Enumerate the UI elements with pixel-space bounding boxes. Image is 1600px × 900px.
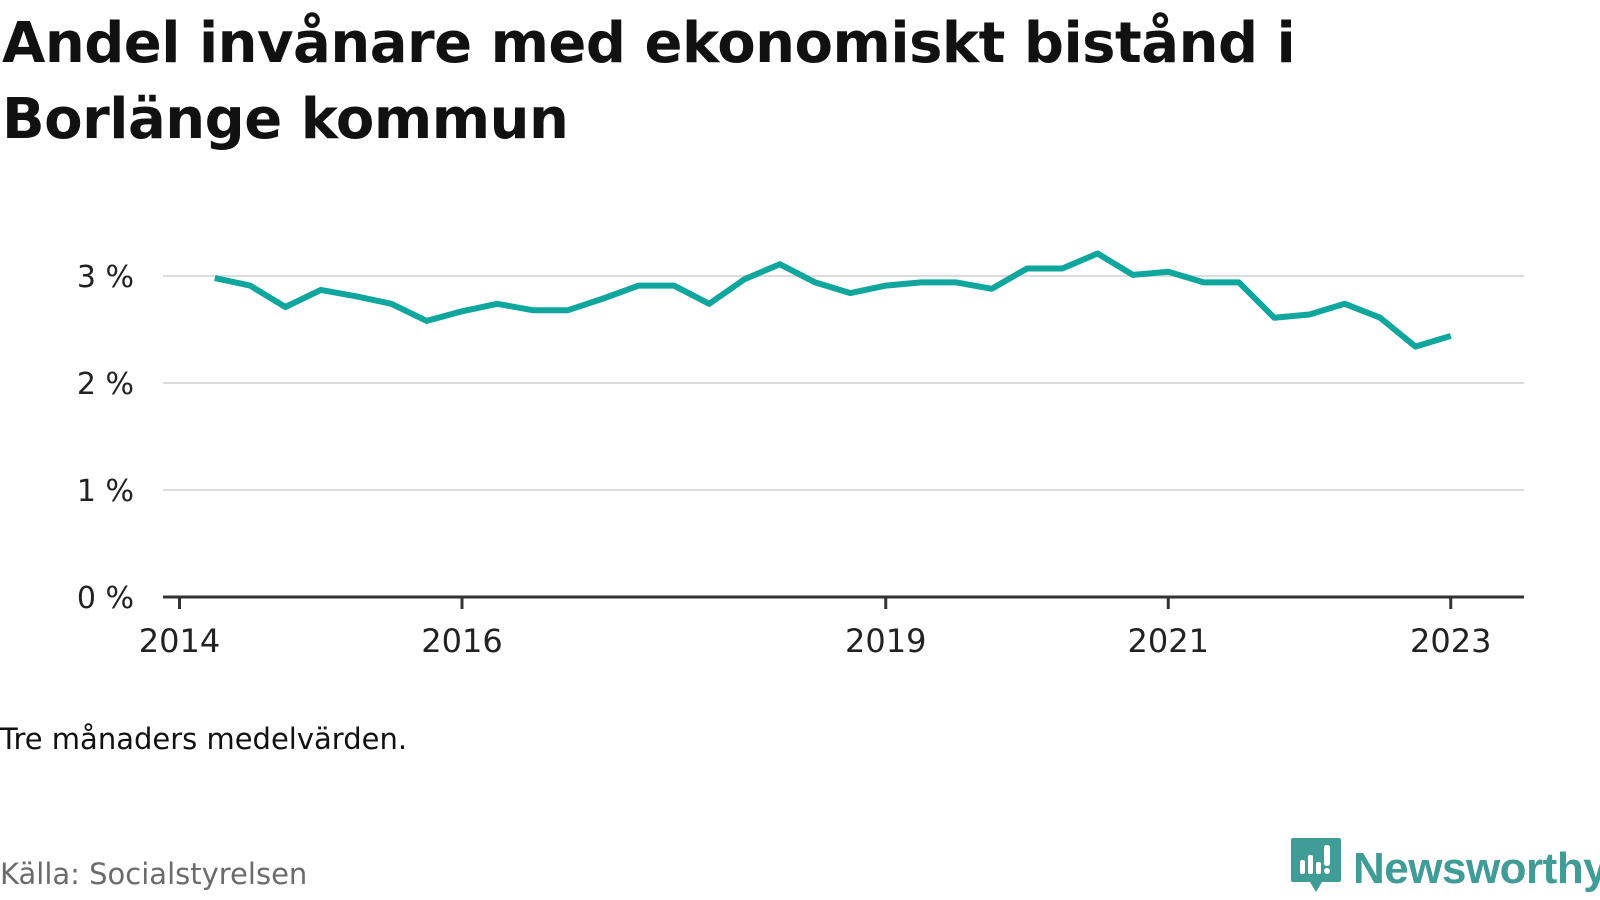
data-point [494,301,500,307]
data-point [424,318,430,324]
y-tick-label: 3 % [77,260,134,295]
data-point [282,304,288,310]
data-point [812,279,818,285]
data-point [1059,266,1065,272]
data-point [459,308,465,314]
data-point [1448,333,1454,339]
y-tick-label: 1 % [77,474,134,509]
y-axis-ticks: 0 % 1 % 2 % 3 % [77,260,134,616]
data-point [530,307,536,313]
data-point [636,283,642,289]
newsworthy-logo-icon [1291,838,1341,892]
data-point [1130,272,1136,278]
data-point [1342,301,1348,307]
brand-logo[interactable]: Newsworthy [1291,838,1600,900]
x-tick-label: 2021 [1128,622,1209,660]
data-point [671,283,677,289]
y-tick-label: 2 % [77,367,134,402]
x-tick-label: 2023 [1410,622,1491,660]
y-tick-label: 0 % [77,581,134,616]
data-point [600,295,606,301]
data-point [247,283,253,289]
x-axis: 2014 2016 2019 2021 2023 [139,595,1524,660]
data-point [1024,266,1030,272]
x-tick-label: 2019 [845,622,926,660]
series-line-layer [212,250,1454,350]
data-point [318,287,324,293]
data-point [1412,344,1418,350]
data-point [847,290,853,296]
data-point [1377,315,1383,321]
x-tick-label: 2014 [139,622,220,660]
data-point [1236,279,1242,285]
brand-name: Newsworthy [1353,844,1600,893]
data-point [1307,312,1313,318]
series-line [214,250,1452,350]
data-point [212,275,218,281]
chart-note: Tre månaders medelvärden. [0,722,408,756]
data-point [353,293,359,299]
x-tick-label: 2016 [421,622,502,660]
chart-title: Andel invånare med ekonomiskt bistånd i … [2,11,1296,152]
source-text: Källa: Socialstyrelsen [0,857,308,891]
data-point [1165,269,1171,275]
data-point [1271,315,1277,321]
data-point [883,283,889,289]
data-point [706,301,712,307]
data-point [953,279,959,285]
data-point [777,261,783,267]
data-point [918,279,924,285]
data-point [388,301,394,307]
data-point [1201,279,1207,285]
data-point [1095,251,1101,257]
data-point [742,276,748,282]
data-point [989,286,995,292]
data-point [565,307,571,313]
grid-lines [163,275,1524,491]
